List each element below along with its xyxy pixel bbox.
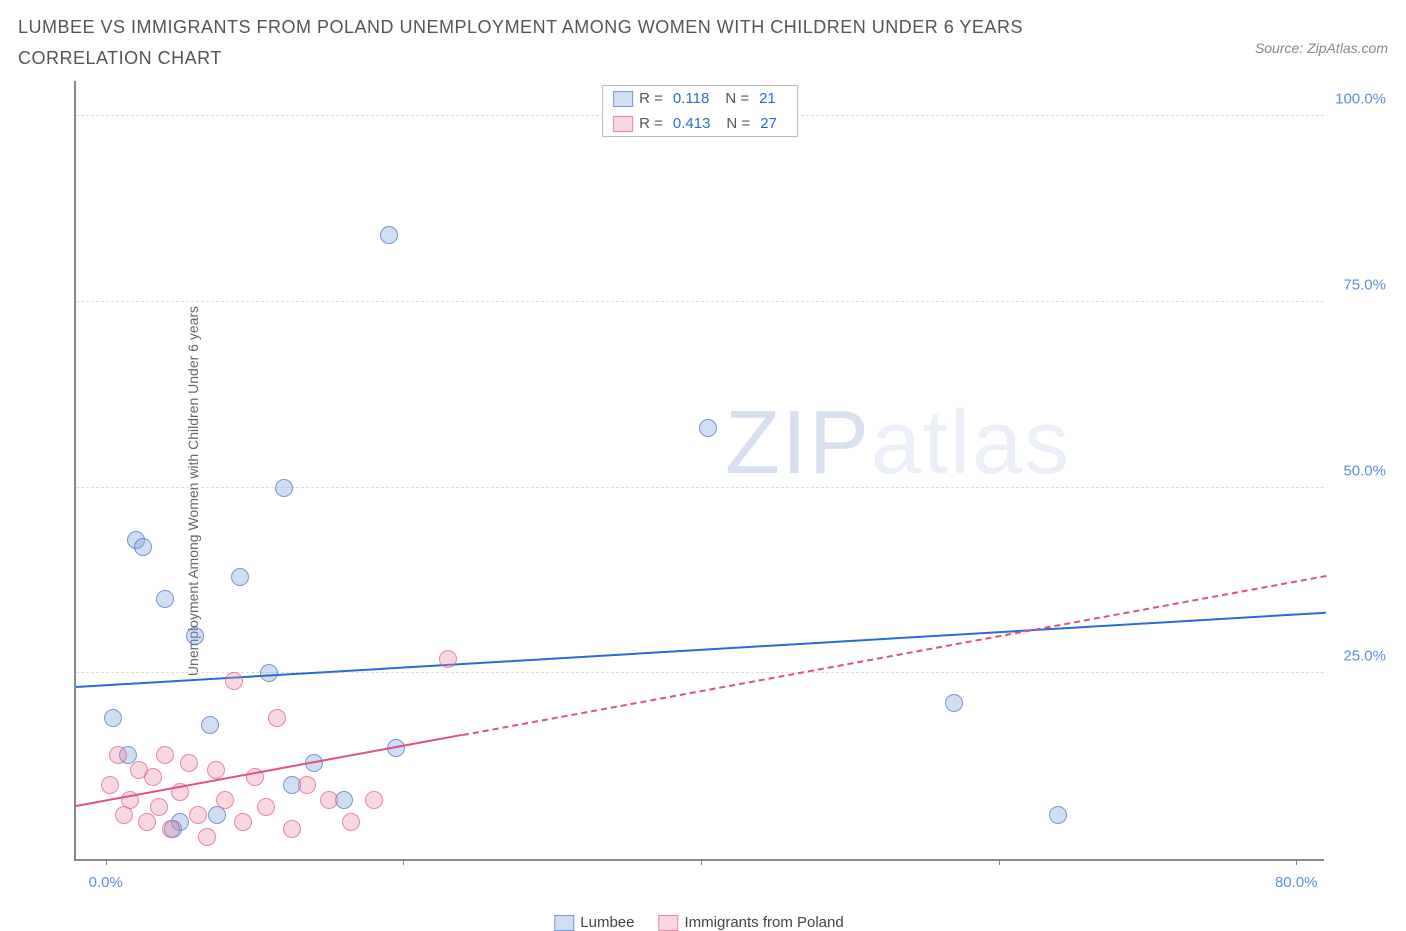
data-point — [699, 419, 717, 437]
data-point — [216, 791, 234, 809]
data-point — [150, 798, 168, 816]
data-point — [138, 813, 156, 831]
data-point — [439, 650, 457, 668]
data-point — [156, 746, 174, 764]
data-point — [186, 627, 204, 645]
stat-r-value: 0.413 — [673, 115, 711, 132]
data-point — [342, 813, 360, 831]
data-point — [134, 538, 152, 556]
data-point — [283, 820, 301, 838]
stats-legend: R = 0.118 N = 21 R = 0.413 N = 27 — [602, 85, 798, 137]
stat-n-value: 21 — [759, 90, 776, 107]
data-point — [101, 776, 119, 794]
y-tick-label: 100.0% — [1335, 91, 1386, 108]
data-point — [201, 716, 219, 734]
data-point — [320, 791, 338, 809]
source-label: Source: ZipAtlas.com — [1255, 40, 1388, 56]
gridline — [76, 487, 1324, 488]
data-point — [234, 813, 252, 831]
data-point — [257, 798, 275, 816]
x-tick-label: 0.0% — [89, 874, 123, 891]
stat-r-label: R = — [639, 90, 663, 107]
stat-n-value: 27 — [760, 115, 777, 132]
plot-area: R =0.118N =21R =0.413N =27 ZIPatlas 25.0… — [74, 81, 1324, 861]
series-legend-item: Lumbee — [554, 914, 634, 931]
stat-r-value: 0.118 — [673, 90, 709, 107]
chart-title: LUMBEE VS IMMIGRANTS FROM POLAND UNEMPLO… — [18, 12, 1118, 73]
data-point — [198, 828, 216, 846]
data-point — [225, 672, 243, 690]
data-point — [298, 776, 316, 794]
data-point — [268, 709, 286, 727]
series-name: Lumbee — [580, 914, 634, 931]
x-tick — [1296, 859, 1297, 865]
chart-container: Unemployment Among Women with Children U… — [18, 81, 1388, 901]
watermark-light: atlas — [871, 393, 1071, 493]
data-point — [380, 226, 398, 244]
data-point — [156, 590, 174, 608]
watermark-bold: ZIP — [725, 393, 871, 493]
stat-n-label: N = — [726, 115, 750, 132]
data-point — [275, 479, 293, 497]
series-legend-item: Immigrants from Poland — [658, 914, 843, 931]
legend-swatch — [554, 915, 574, 931]
series-legend: Lumbee Immigrants from Poland — [554, 914, 843, 931]
data-point — [365, 791, 383, 809]
x-tick — [106, 859, 107, 865]
legend-swatch — [613, 116, 633, 132]
watermark: ZIPatlas — [725, 392, 1071, 495]
gridline — [76, 301, 1324, 302]
stats-legend-row: R = 0.118 N = 21 — [603, 86, 797, 111]
y-tick-label: 75.0% — [1343, 277, 1386, 294]
x-tick — [701, 859, 702, 865]
data-point — [162, 820, 180, 838]
data-point — [104, 709, 122, 727]
y-tick-label: 25.0% — [1343, 648, 1386, 665]
data-point — [945, 694, 963, 712]
series-name: Immigrants from Poland — [684, 914, 843, 931]
x-tick-label: 80.0% — [1275, 874, 1318, 891]
y-tick-label: 50.0% — [1343, 462, 1386, 479]
data-point — [231, 568, 249, 586]
data-point — [109, 746, 127, 764]
stat-n-label: N = — [725, 90, 749, 107]
data-point — [189, 806, 207, 824]
data-point — [207, 761, 225, 779]
data-point — [144, 768, 162, 786]
x-tick — [403, 859, 404, 865]
legend-swatch — [658, 915, 678, 931]
stat-r-label: R = — [639, 115, 663, 132]
legend-swatch — [613, 91, 633, 107]
data-point — [1049, 806, 1067, 824]
x-tick — [999, 859, 1000, 865]
data-point — [180, 754, 198, 772]
stats-legend-row: R = 0.413 N = 27 — [603, 111, 797, 136]
